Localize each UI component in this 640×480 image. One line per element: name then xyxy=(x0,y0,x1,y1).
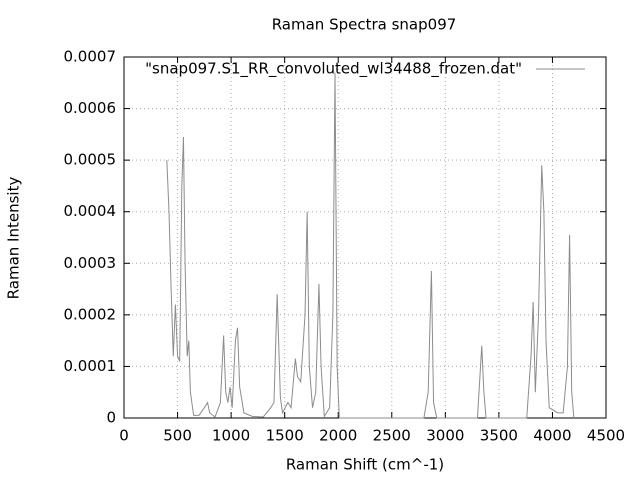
x-tick-label: 0 xyxy=(119,427,129,445)
y-tick-label: 0.0004 xyxy=(64,202,117,220)
x-tick-label: 4000 xyxy=(533,427,571,445)
y-tick-label: 0.0001 xyxy=(64,357,117,375)
x-tick-label: 3000 xyxy=(426,427,464,445)
x-tick-label: 1000 xyxy=(212,427,250,445)
x-tick-label: 2000 xyxy=(319,427,357,445)
x-axis-label: Raman Shift (cm^-1) xyxy=(286,456,444,474)
legend-label: "snap097.S1_RR_convoluted_wl34488_frozen… xyxy=(145,60,522,79)
y-tick-label: 0.0003 xyxy=(64,254,117,272)
chart-title: Raman Spectra snap097 xyxy=(272,16,457,34)
y-axis-label: Raman Intensity xyxy=(5,177,23,300)
x-tick-label: 1500 xyxy=(266,427,304,445)
x-tick-label: 4500 xyxy=(587,427,625,445)
y-tick-label: 0.0006 xyxy=(64,99,117,117)
y-tick-label: 0 xyxy=(106,409,116,427)
x-tick-label: 3500 xyxy=(480,427,518,445)
x-tick-label: 2500 xyxy=(373,427,411,445)
plot-frame xyxy=(123,56,607,419)
y-tick-label: 0.0002 xyxy=(64,305,117,323)
data-line xyxy=(166,72,575,419)
y-tick-label: 0.0005 xyxy=(64,151,117,169)
x-tick-label: 500 xyxy=(163,427,192,445)
y-tick-label: 0.0007 xyxy=(64,48,117,66)
